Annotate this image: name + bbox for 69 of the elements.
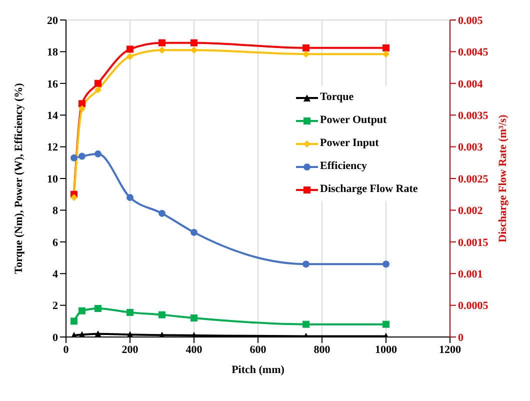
x-tick-label: 1200	[439, 344, 462, 356]
point	[94, 304, 102, 312]
point	[70, 154, 78, 162]
y-tick-label: 10	[47, 173, 58, 186]
point	[70, 194, 78, 202]
point	[78, 105, 86, 112]
point	[190, 228, 198, 236]
y-tick-label: 18	[47, 46, 58, 59]
point	[78, 100, 86, 108]
point	[70, 318, 78, 325]
y2-tick-label: 0.005	[458, 14, 484, 27]
x-tick-label: 0	[63, 344, 70, 356]
point	[302, 260, 310, 268]
legend-label: Power Output	[320, 113, 387, 128]
y-tick-label: 16	[47, 78, 58, 90]
y-tick-label: 8	[52, 205, 58, 218]
y2-tick-label: 0.0005	[458, 300, 489, 312]
point	[302, 50, 310, 58]
y-tick-label: 20	[47, 14, 58, 27]
point	[382, 44, 390, 52]
point	[382, 50, 390, 58]
y2-tick-label: 0.0025	[458, 173, 489, 186]
legend-label: Torque	[320, 90, 354, 105]
point	[302, 44, 310, 52]
point	[382, 320, 390, 328]
point	[126, 308, 134, 316]
point	[94, 86, 102, 94]
point	[158, 210, 166, 217]
point	[126, 52, 134, 60]
point	[94, 80, 102, 87]
point	[158, 46, 166, 54]
x-tick-label: 400	[186, 344, 203, 356]
y2-tick-label: 0.001	[458, 268, 483, 281]
point	[78, 307, 86, 314]
x-tick-label: 200	[122, 344, 139, 356]
y-tick-label: 4	[52, 268, 58, 281]
x-axis-title: Pitch (mm)	[232, 364, 285, 376]
y-tick-label: 14	[47, 110, 58, 122]
y2-tick-label: 0.002	[458, 205, 484, 218]
legend-label: Discharge Flow Rate	[320, 182, 418, 197]
point	[126, 46, 134, 53]
y2-tick-label: 0	[458, 332, 464, 344]
point	[94, 150, 102, 158]
y-axis-title: Torque (Nm), Power (W), Efficiency (%)	[12, 82, 25, 274]
y2-tick-label: 0.004	[458, 78, 484, 90]
y-tick-label: 0	[52, 332, 58, 344]
legend-label: Power Input	[320, 136, 379, 151]
y-tick-label: 2	[52, 300, 58, 312]
point	[190, 314, 198, 322]
point	[158, 39, 166, 46]
y2-tick-label: 0.0015	[458, 236, 489, 249]
y-tick-label: 12	[47, 142, 58, 154]
point	[190, 39, 198, 46]
y2-tick-label: 0.003	[458, 142, 484, 154]
x-tick-label: 800	[314, 344, 331, 356]
point	[78, 152, 86, 160]
point	[190, 46, 198, 54]
point	[158, 311, 166, 318]
y2-tick-label: 0.0045	[458, 46, 489, 59]
x-tick-label: 600	[250, 344, 267, 356]
point	[382, 260, 390, 268]
point	[126, 194, 134, 202]
x-tick-label: 1000	[375, 344, 398, 356]
point	[94, 330, 102, 337]
y2-tick-label: 0.0035	[458, 110, 489, 122]
y-tick-label: 6	[52, 236, 58, 249]
legend-label: Efficiency	[320, 159, 368, 174]
y2-axis-title: Discharge Flow Rate (m³/s)	[497, 114, 509, 242]
point	[302, 320, 310, 328]
